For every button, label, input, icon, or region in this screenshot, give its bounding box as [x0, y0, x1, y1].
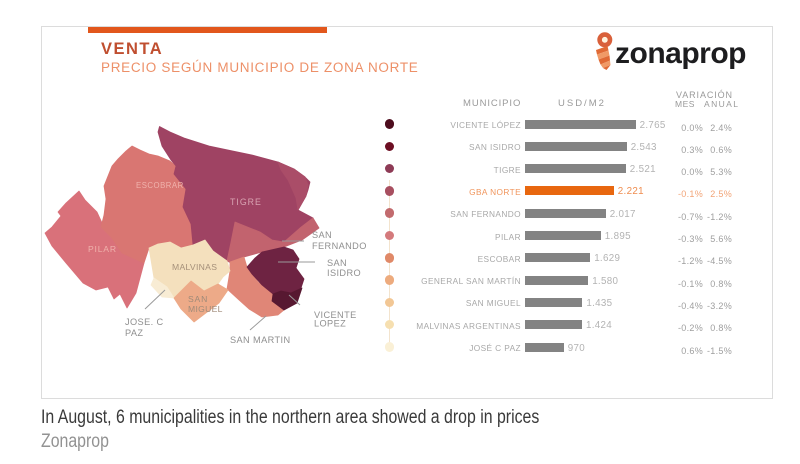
svg-text:FERNANDO: FERNANDO [312, 241, 367, 251]
svg-text:SAN: SAN [188, 294, 208, 304]
svg-text:SAN: SAN [327, 258, 347, 268]
svg-text:SAN: SAN [312, 230, 332, 240]
svg-text:ESCOBRAR: ESCOBRAR [136, 181, 184, 190]
svg-text:VICENTE: VICENTE [314, 310, 357, 320]
svg-text:MIGUEL: MIGUEL [188, 304, 223, 314]
svg-text:LOPEZ: LOPEZ [314, 319, 346, 329]
svg-text:ISIDRO: ISIDRO [327, 268, 361, 278]
svg-text:SAN MARTIN: SAN MARTIN [230, 335, 291, 345]
svg-text:TIGRE: TIGRE [230, 197, 262, 207]
svg-text:PILAR: PILAR [88, 244, 117, 254]
svg-text:PAZ: PAZ [125, 328, 143, 338]
svg-text:JOSE. C: JOSE. C [125, 317, 164, 327]
svg-text:MALVINAS: MALVINAS [172, 262, 217, 272]
